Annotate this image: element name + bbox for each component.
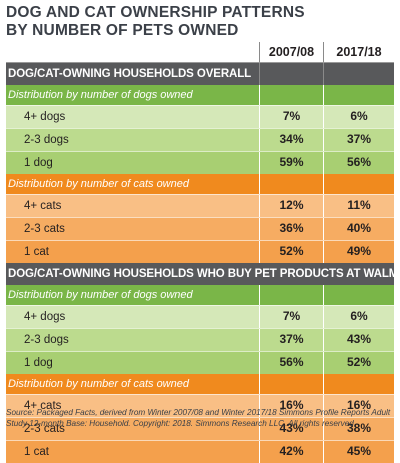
row-label: 2-3 cats bbox=[24, 423, 65, 435]
value-2007-08: 59% bbox=[259, 152, 323, 174]
table-header-row: 2007/08 2017/18 bbox=[6, 42, 394, 63]
table-row: 4+ cats 12% 11% bbox=[6, 194, 394, 217]
column-header-2007-08: 2007/08 bbox=[259, 42, 323, 62]
table-row: 4+ dogs 7% 6% bbox=[6, 105, 394, 128]
table-row: 1 cat 42% 45% bbox=[6, 440, 394, 463]
value-2017-18: 56% bbox=[323, 152, 394, 174]
value-2007-08: 56% bbox=[259, 352, 323, 374]
row-label: 4+ dogs bbox=[24, 111, 66, 123]
value-2017-18: 40% bbox=[323, 218, 394, 240]
table-row: 1 dog 59% 56% bbox=[6, 151, 394, 174]
group-subheading: Distribution by number of dogs owned bbox=[6, 85, 394, 105]
row-label: 1 dog bbox=[24, 357, 53, 369]
row-label: 2-3 dogs bbox=[24, 134, 69, 146]
value-2007-08: 7% bbox=[259, 106, 323, 128]
value-2017-18: 16% bbox=[323, 395, 394, 417]
value-2007-08: 42% bbox=[259, 441, 323, 463]
value-2007-08: 12% bbox=[259, 195, 323, 217]
value-2017-18: 6% bbox=[323, 306, 394, 328]
section-heading: DOG/CAT-OWNING HOUSEHOLDS WHO BUY PET PR… bbox=[6, 263, 394, 285]
value-2017-18: 43% bbox=[323, 329, 394, 351]
value-2017-18: 45% bbox=[323, 441, 394, 463]
group-subheading: Distribution by number of cats owned bbox=[6, 174, 394, 194]
table-row: 1 cat 52% 49% bbox=[6, 240, 394, 263]
value-2017-18: 11% bbox=[323, 195, 394, 217]
table-row: 4+ cats 16% 16% bbox=[6, 394, 394, 417]
value-2007-08: 37% bbox=[259, 329, 323, 351]
row-label: 1 cat bbox=[24, 446, 49, 458]
value-2007-08: 43% bbox=[259, 418, 323, 440]
table-row: 4+ dogs 7% 6% bbox=[6, 305, 394, 328]
row-label: 2-3 cats bbox=[24, 223, 65, 235]
value-2007-08: 52% bbox=[259, 241, 323, 263]
row-label: 1 dog bbox=[24, 157, 53, 169]
group-subheading: Distribution by number of dogs owned bbox=[6, 285, 394, 305]
value-2007-08: 7% bbox=[259, 306, 323, 328]
table-row: 2-3 cats 36% 40% bbox=[6, 217, 394, 240]
value-2017-18: 49% bbox=[323, 241, 394, 263]
table-row: 2-3 dogs 37% 43% bbox=[6, 328, 394, 351]
row-label: 4+ cats bbox=[24, 200, 62, 212]
value-2017-18: 37% bbox=[323, 129, 394, 151]
value-2017-18: 52% bbox=[323, 352, 394, 374]
column-header-2017-18: 2017/18 bbox=[323, 42, 394, 62]
data-table: 2007/08 2017/18 DOG/CAT-OWNING HOUSEHOLD… bbox=[6, 42, 394, 463]
row-label: 4+ cats bbox=[24, 400, 62, 412]
value-2007-08: 36% bbox=[259, 218, 323, 240]
section-heading: DOG/CAT-OWNING HOUSEHOLDS OVERALL bbox=[6, 63, 394, 85]
table-row: 2-3 dogs 34% 37% bbox=[6, 128, 394, 151]
row-label: 2-3 dogs bbox=[24, 334, 69, 346]
row-label: 1 cat bbox=[24, 246, 49, 258]
row-label: 4+ dogs bbox=[24, 311, 66, 323]
value-2007-08: 16% bbox=[259, 395, 323, 417]
value-2017-18: 6% bbox=[323, 106, 394, 128]
table-row: 1 dog 56% 52% bbox=[6, 351, 394, 374]
value-2007-08: 34% bbox=[259, 129, 323, 151]
source-note: Source: Packaged Facts, derived from Win… bbox=[6, 408, 391, 428]
group-subheading: Distribution by number of cats owned bbox=[6, 374, 394, 394]
page-title: DOG AND CAT OWNERSHIP PATTERNS BY NUMBER… bbox=[6, 4, 305, 39]
value-2017-18: 38% bbox=[323, 418, 394, 440]
